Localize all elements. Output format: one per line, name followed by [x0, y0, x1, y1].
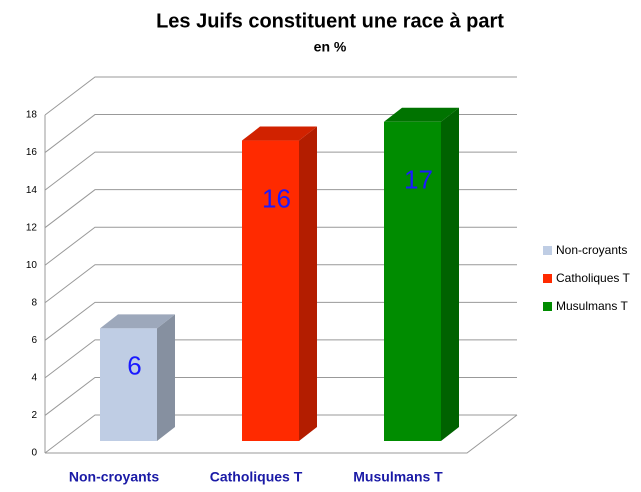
chart-subtitle: en % — [314, 39, 347, 55]
y-tick-label: 4 — [31, 373, 37, 384]
legend-swatch — [543, 302, 552, 311]
bar-face — [157, 314, 175, 441]
legend-label: Musulmans T — [556, 299, 628, 313]
data-label: 16 — [262, 183, 291, 213]
bar-face — [242, 140, 299, 442]
grid-line — [44, 76, 517, 116]
grid-line — [44, 189, 517, 229]
bar-face — [100, 328, 157, 441]
bar-face — [299, 126, 317, 442]
bar-face — [242, 126, 317, 141]
grid-line — [44, 264, 517, 304]
floor-edge — [45, 414, 518, 454]
bar-face — [100, 314, 175, 329]
y-tick-label: 12 — [26, 222, 38, 233]
y-tick-label: 16 — [26, 147, 38, 158]
bar-face — [441, 107, 459, 442]
data-label: 17 — [404, 165, 433, 195]
grid-line — [44, 376, 517, 416]
y-tick-label: 0 — [31, 448, 37, 459]
legend-label: Non-croyants — [556, 243, 627, 257]
grid-line — [44, 151, 517, 191]
legend-label: Catholiques T — [556, 271, 630, 285]
bar-face — [384, 107, 459, 122]
y-tick-label: 10 — [26, 260, 38, 271]
grid-line — [44, 301, 517, 341]
x-tick-label: Catholiques T — [210, 469, 303, 485]
legend-swatch — [543, 246, 552, 255]
legend-swatch — [543, 274, 552, 283]
bar — [384, 107, 459, 442]
chart-title: Les Juifs constituent une race à part — [156, 10, 504, 32]
grid-line — [44, 339, 517, 379]
grid-line — [44, 414, 517, 454]
y-tick-label: 8 — [31, 297, 37, 308]
bar — [242, 126, 317, 442]
grid-line — [44, 226, 517, 266]
y-tick-label: 2 — [31, 410, 37, 421]
x-tick-label: Non-croyants — [69, 469, 159, 485]
x-tick-label: Musulmans T — [353, 469, 443, 485]
data-label: 6 — [127, 351, 141, 381]
y-tick-label: 18 — [26, 110, 38, 121]
y-tick-label: 14 — [26, 185, 38, 196]
grid-line — [44, 114, 517, 153]
bar-face — [384, 121, 441, 442]
bar — [100, 314, 175, 441]
y-tick-label: 6 — [31, 335, 37, 346]
